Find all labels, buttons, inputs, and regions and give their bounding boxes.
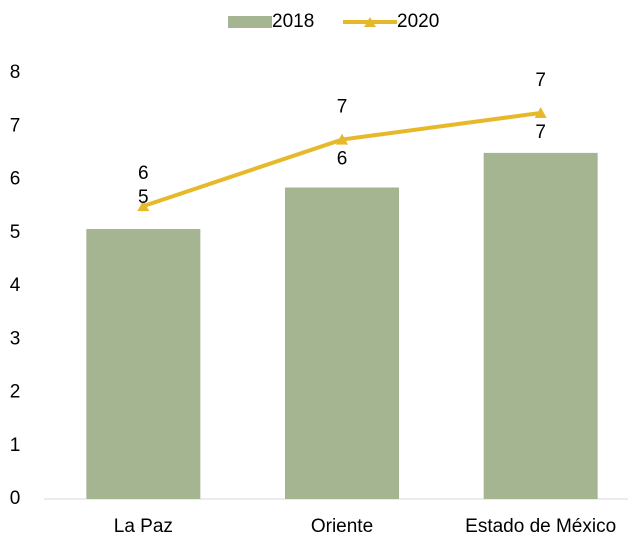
line-marker	[534, 106, 547, 118]
data-label: 5	[138, 187, 149, 208]
bar	[483, 152, 598, 499]
legend-label: 2020	[397, 11, 439, 32]
legend-marker	[364, 17, 376, 27]
line-marker	[336, 133, 348, 145]
data-label: 7	[535, 122, 546, 143]
bar	[86, 229, 201, 499]
x-tick-label: Estado de México	[465, 516, 616, 537]
y-tick-label: 0	[10, 488, 21, 509]
y-tick-label: 8	[10, 62, 21, 83]
y-tick-label: 2	[10, 382, 21, 403]
line-marker	[137, 200, 150, 212]
data-label: 6	[337, 149, 348, 170]
legend-label: 2018	[272, 11, 314, 32]
x-tick-label: La Paz	[114, 516, 173, 537]
x-tick-label: Oriente	[311, 516, 373, 537]
y-tick-label: 1	[10, 435, 21, 456]
y-tick-label: 6	[10, 169, 21, 190]
data-label: 7	[535, 70, 546, 91]
y-tick-label: 7	[10, 115, 21, 136]
y-tick-label: 5	[10, 222, 21, 243]
data-label: 7	[337, 97, 348, 118]
y-tick-label: 4	[10, 275, 21, 296]
legend-swatch	[228, 16, 272, 28]
data-label: 6	[138, 163, 149, 184]
bar	[285, 187, 399, 500]
y-tick-label: 3	[10, 328, 21, 349]
